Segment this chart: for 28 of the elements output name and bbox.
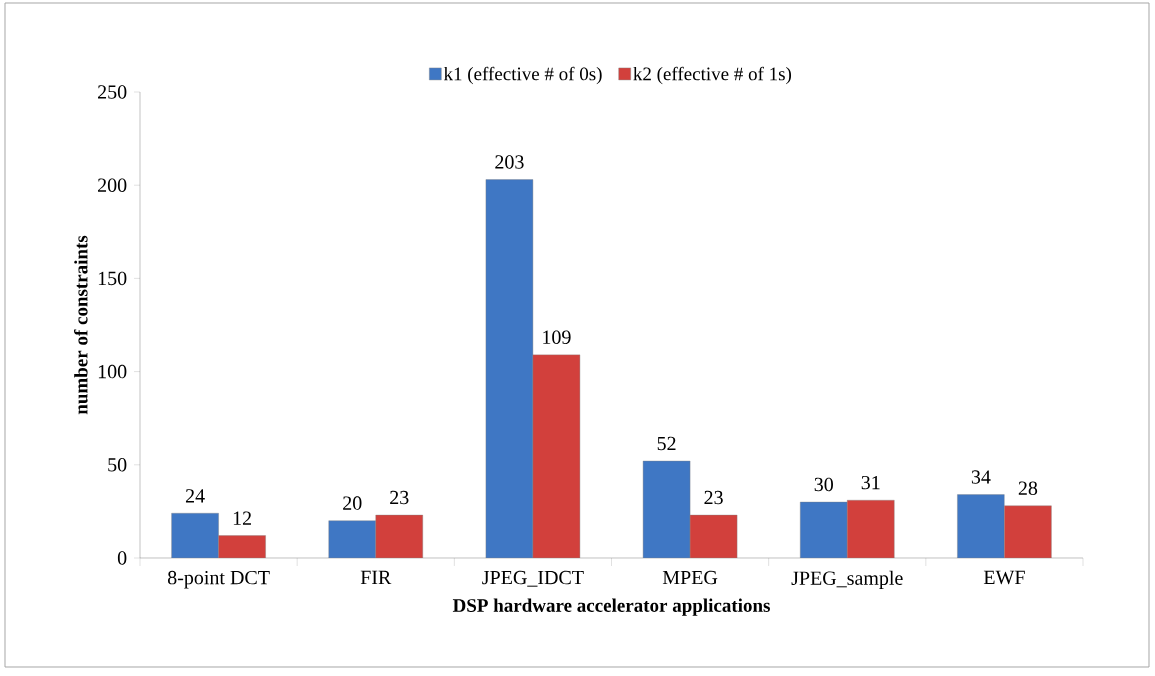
x-tick-label: MPEG	[662, 570, 718, 585]
y-axis-title: number of constraints	[74, 235, 88, 415]
x-tick-label: FIR	[360, 570, 392, 584]
data-label: 23	[704, 490, 723, 505]
x-axis-title: DSP hardware accelerator applications	[452, 598, 770, 616]
x-tick-label: JPEG_sample	[791, 570, 903, 589]
y-tick-label: 150	[98, 271, 127, 286]
data-label: 30	[814, 477, 833, 492]
legend-label: k2 (effective # of 1s)	[633, 66, 792, 85]
data-label: 34	[971, 470, 991, 484]
legend-label: k1 (effective # of 0s)	[443, 66, 602, 85]
x-tick-label: 8-point DCT	[167, 570, 270, 589]
data-label: 24	[185, 489, 205, 503]
data-label: 52	[657, 436, 676, 451]
y-tick-label: 200	[98, 178, 127, 192]
x-tick-label: JPEG_IDCT	[482, 570, 584, 587]
y-tick-label: 250	[98, 85, 127, 99]
y-tick-label: 50	[108, 458, 127, 472]
data-label: 12	[233, 511, 251, 525]
data-label: 31	[861, 475, 880, 490]
data-label: 23	[390, 490, 409, 505]
y-tick-label: 100	[98, 364, 127, 379]
data-label: 20	[343, 496, 362, 510]
data-label: 28	[1018, 481, 1038, 495]
y-tick-label: 0	[117, 551, 127, 565]
data-label: 203	[495, 155, 524, 169]
x-tick-label: EWF	[983, 570, 1025, 585]
data-label: 109	[543, 330, 571, 344]
